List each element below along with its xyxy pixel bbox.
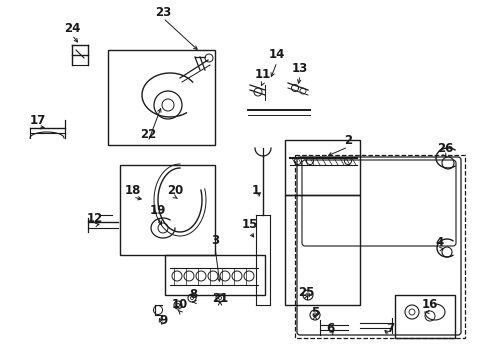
Text: 15: 15 bbox=[242, 219, 258, 231]
Text: 25: 25 bbox=[297, 285, 314, 298]
Bar bbox=[164, 255, 264, 295]
Bar bbox=[394, 295, 454, 338]
Text: 9: 9 bbox=[159, 314, 167, 327]
Bar bbox=[108, 50, 215, 145]
Text: 8: 8 bbox=[188, 288, 197, 302]
Text: 16: 16 bbox=[421, 298, 437, 311]
Text: 6: 6 bbox=[325, 321, 333, 334]
Text: 19: 19 bbox=[149, 203, 166, 216]
Text: 10: 10 bbox=[171, 298, 188, 311]
Text: 2: 2 bbox=[343, 134, 351, 147]
Bar bbox=[285, 140, 359, 195]
Text: 23: 23 bbox=[155, 5, 171, 18]
Text: 12: 12 bbox=[87, 211, 103, 225]
Text: 17: 17 bbox=[30, 113, 46, 126]
Bar bbox=[294, 155, 464, 338]
Text: 26: 26 bbox=[436, 141, 452, 154]
Text: 1: 1 bbox=[251, 184, 260, 197]
Text: 14: 14 bbox=[268, 49, 285, 62]
Text: 13: 13 bbox=[291, 62, 307, 75]
Text: 22: 22 bbox=[140, 129, 156, 141]
Text: 3: 3 bbox=[210, 234, 219, 247]
Text: 21: 21 bbox=[211, 292, 228, 305]
Text: 7: 7 bbox=[385, 321, 393, 334]
Text: 5: 5 bbox=[310, 306, 319, 319]
Text: 18: 18 bbox=[124, 184, 141, 197]
Bar bbox=[120, 165, 215, 255]
Text: 11: 11 bbox=[254, 68, 270, 81]
Text: 20: 20 bbox=[166, 184, 183, 197]
Text: 4: 4 bbox=[435, 235, 443, 248]
Text: 24: 24 bbox=[63, 22, 80, 35]
Bar bbox=[285, 195, 359, 305]
